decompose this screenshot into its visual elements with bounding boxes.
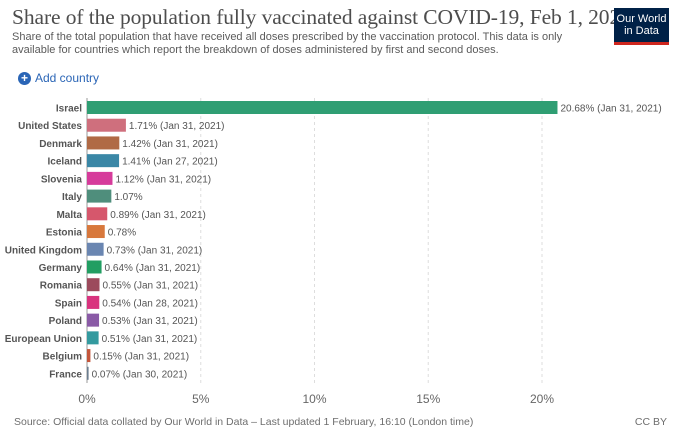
category-label: Germany [39, 263, 83, 274]
data-label: 1.12% (Jan 31, 2021) [115, 174, 211, 185]
bar [87, 260, 102, 274]
plus-circle-icon: + [18, 71, 31, 85]
bar [87, 118, 126, 132]
license-link[interactable]: CC BY [634, 416, 667, 428]
data-label: 0.54% (Jan 28, 2021) [102, 298, 198, 309]
category-label: Poland [49, 316, 82, 327]
category-label: Spain [55, 298, 82, 309]
category-label: United Kingdom [5, 245, 82, 256]
bar [87, 278, 100, 292]
bar [87, 189, 112, 203]
chart-title: Share of the population fully vaccinated… [12, 5, 631, 29]
bar [87, 366, 89, 380]
data-label: 0.55% (Jan 31, 2021) [103, 281, 199, 292]
bar [87, 207, 108, 221]
owid-logo[interactable]: Our World in Data [614, 8, 669, 45]
source-note: Source: Official data collated by Our Wo… [14, 416, 474, 428]
data-label: 1.41% (Jan 27, 2021) [122, 157, 218, 168]
data-label: 1.42% (Jan 31, 2021) [122, 139, 218, 150]
data-label: 20.68% (Jan 31, 2021) [560, 104, 661, 115]
x-tick-label: 0% [78, 392, 96, 406]
bar [87, 101, 558, 114]
category-label: Estonia [46, 228, 83, 239]
data-label: 0.89% (Jan 31, 2021) [110, 210, 206, 221]
data-label: 0.64% (Jan 31, 2021) [105, 263, 201, 274]
bar [87, 171, 113, 185]
category-label: Italy [62, 192, 82, 203]
category-label: Israel [56, 104, 82, 115]
category-label: United States [18, 121, 82, 132]
add-country-label: Add country [35, 71, 100, 85]
data-label: 0.53% (Jan 31, 2021) [102, 316, 198, 327]
category-label: France [49, 369, 82, 380]
bar [87, 225, 105, 239]
data-label: 0.73% (Jan 31, 2021) [107, 245, 203, 256]
x-tick-label: 20% [530, 392, 554, 406]
category-label: Romania [40, 281, 83, 292]
data-label: 0.07% (Jan 30, 2021) [92, 369, 188, 380]
bar [87, 295, 100, 309]
category-label: Belgium [43, 352, 83, 363]
bar [87, 136, 120, 150]
bar [87, 313, 100, 327]
category-label: European Union [5, 334, 82, 345]
category-label: Malta [56, 210, 82, 221]
bar [87, 331, 99, 345]
data-label: 1.07% [114, 192, 142, 203]
data-label: 0.78% [108, 228, 136, 239]
x-tick-label: 15% [416, 392, 440, 406]
category-label: Iceland [48, 157, 82, 168]
x-tick-label: 10% [302, 392, 326, 406]
x-tick-label: 5% [192, 392, 210, 406]
add-country-button[interactable]: + Add country [18, 71, 99, 85]
bar [87, 242, 104, 256]
logo-accent-bar [614, 42, 669, 45]
chart-subtitle: Share of the total population that have … [12, 31, 563, 56]
bar [87, 154, 120, 168]
logo-line-2: in Data [624, 25, 659, 37]
logo-line-1: Our World [616, 13, 667, 25]
data-label: 0.15% (Jan 31, 2021) [93, 352, 189, 363]
data-label: 1.71% (Jan 31, 2021) [129, 121, 225, 132]
category-label: Denmark [39, 139, 82, 150]
data-label: 0.51% (Jan 31, 2021) [102, 334, 198, 345]
category-label: Slovenia [41, 174, 83, 185]
bar [87, 349, 91, 363]
